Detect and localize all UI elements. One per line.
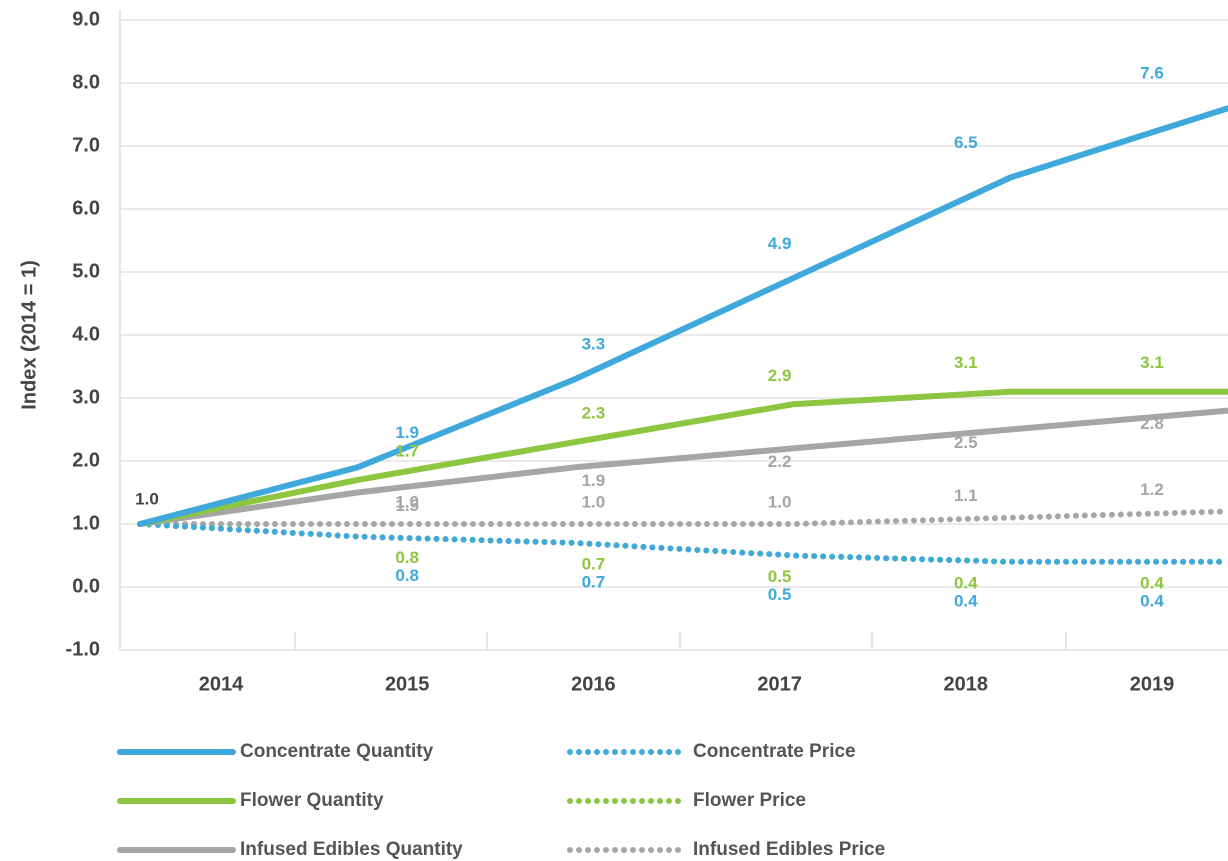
data-label: 1.7 xyxy=(395,441,419,460)
legend-label: Infused Edibles Quantity xyxy=(240,839,463,860)
data-label: 4.9 xyxy=(768,234,792,253)
data-label: 0.4 xyxy=(1140,591,1164,610)
x-tick-label: 2019 xyxy=(1130,673,1175,695)
y-tick-label: 9.0 xyxy=(72,8,100,30)
legend-label: Flower Quantity xyxy=(240,790,384,811)
data-label: 2.8 xyxy=(1140,414,1164,433)
legend-label: Infused Edibles Price xyxy=(693,839,885,860)
line xyxy=(137,407,1228,527)
data-label: 1.0 xyxy=(135,489,159,508)
data-label: 0.5 xyxy=(768,585,792,604)
data-label: 0.7 xyxy=(582,554,606,573)
x-tick-label: 2016 xyxy=(571,673,616,695)
x-tick-label: 2015 xyxy=(385,673,430,695)
data-label: 0.4 xyxy=(1140,573,1164,592)
line xyxy=(137,388,1228,527)
data-label: 1.2 xyxy=(1140,480,1164,499)
data-label: 1.0 xyxy=(768,492,792,511)
data-label: 2.9 xyxy=(768,366,792,385)
data-label: 3.1 xyxy=(954,353,978,372)
x-tick-label: 2018 xyxy=(944,673,989,695)
y-tick-label: 0.0 xyxy=(72,575,100,597)
data-label: 1.9 xyxy=(582,471,606,490)
x-tick-label: 2017 xyxy=(757,673,802,695)
y-tick-label: 1.0 xyxy=(72,512,100,534)
dotted-line xyxy=(137,521,1228,565)
y-tick-label: 6.0 xyxy=(72,197,100,219)
data-label: 3.1 xyxy=(1140,353,1164,372)
data-label: 2.5 xyxy=(954,433,978,452)
data-label: 1.0 xyxy=(395,492,419,511)
legend-label: Concentrate Quantity xyxy=(240,741,434,762)
data-label: 0.7 xyxy=(582,572,606,591)
dotted-line xyxy=(137,508,1228,527)
y-tick-label: -1.0 xyxy=(66,638,100,660)
data-label: 0.8 xyxy=(395,548,419,567)
y-tick-label: 3.0 xyxy=(72,386,100,408)
x-band-ticks xyxy=(294,632,1067,650)
data-label: 0.8 xyxy=(395,566,419,585)
data-label: 0.5 xyxy=(768,567,792,586)
y-axis-label: Index (2014 = 1) xyxy=(18,260,40,410)
data-label: 1.5 xyxy=(395,496,419,515)
dotted-line xyxy=(137,521,1228,565)
x-tick-label: 2014 xyxy=(199,673,244,695)
data-label: 1.0 xyxy=(582,492,606,511)
data-label: 2.2 xyxy=(768,452,792,471)
legend-label: Concentrate Price xyxy=(693,741,856,762)
y-tick-label: 5.0 xyxy=(72,260,100,282)
data-label: 1.9 xyxy=(395,423,419,442)
y-tick-label: 4.0 xyxy=(72,323,100,345)
data-label: 3.3 xyxy=(582,335,606,354)
y-tick-label: 2.0 xyxy=(72,449,100,471)
data-label: 1.1 xyxy=(954,486,978,505)
data-label: 6.5 xyxy=(954,133,978,152)
y-tick-label: 8.0 xyxy=(72,71,100,93)
data-label: 2.3 xyxy=(582,404,606,423)
legend-label: Flower Price xyxy=(693,790,806,811)
data-label: 7.6 xyxy=(1140,64,1164,83)
data-label: 0.4 xyxy=(954,591,978,610)
y-tick-label: 7.0 xyxy=(72,134,100,156)
line xyxy=(137,105,1228,527)
data-label: 0.4 xyxy=(954,573,978,592)
